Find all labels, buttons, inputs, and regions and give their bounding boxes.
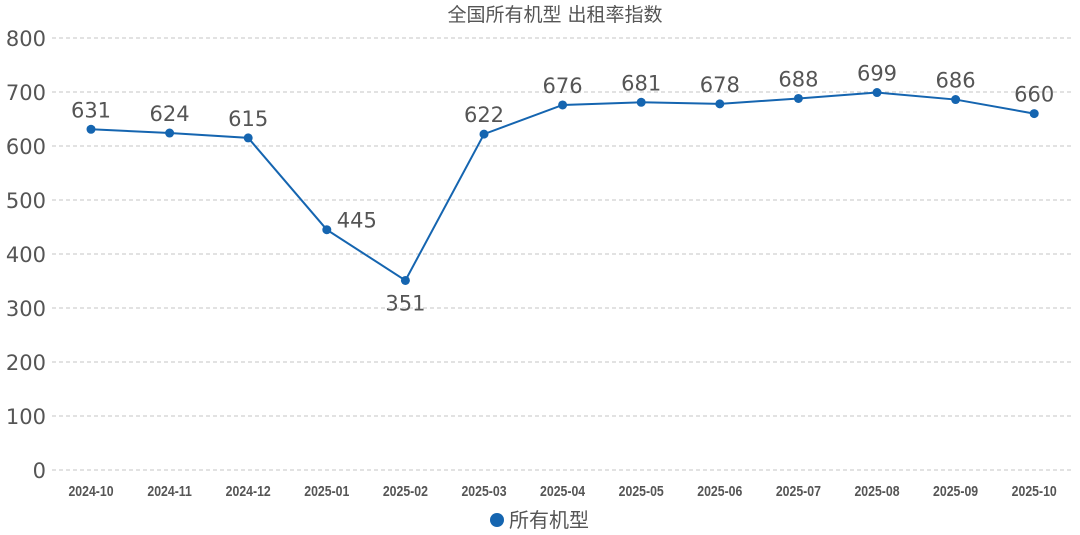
data-point[interactable] — [636, 97, 646, 107]
data-label: 686 — [936, 69, 976, 93]
y-tick-label: 600 — [6, 135, 46, 159]
x-tick-label: 2025-06 — [697, 483, 742, 499]
data-point[interactable] — [793, 93, 803, 103]
data-label: 699 — [857, 62, 897, 86]
data-point[interactable] — [872, 88, 882, 98]
chart-title: 全国所有机型 出租率指数 — [447, 4, 662, 26]
data-label: 688 — [778, 67, 818, 91]
x-tick-label: 2024-11 — [147, 483, 192, 499]
data-label: 622 — [464, 103, 504, 127]
data-label: 631 — [71, 98, 111, 122]
y-tick-label: 0 — [33, 459, 46, 483]
y-tick-label: 800 — [6, 27, 46, 51]
data-label: 660 — [1014, 83, 1054, 107]
y-tick-label: 400 — [6, 243, 46, 267]
y-tick-label: 200 — [6, 351, 46, 375]
data-label: 681 — [621, 71, 661, 95]
data-label: 615 — [228, 107, 268, 131]
x-tick-label: 2025-09 — [933, 483, 978, 499]
x-tick-label: 2025-03 — [461, 483, 506, 499]
x-tick-label: 2025-07 — [776, 483, 821, 499]
y-tick-label: 500 — [6, 189, 46, 213]
data-point[interactable] — [1029, 109, 1039, 119]
data-point[interactable] — [400, 275, 410, 285]
data-point[interactable] — [479, 129, 489, 139]
series: 631 624 615 445 351 622 676 681 678 688 699 686 660 — [71, 62, 1054, 316]
data-label: 445 — [337, 209, 377, 233]
y-axis: 0 100 200 300 400 500 600 700 800 — [6, 27, 46, 483]
data-label: 351 — [385, 291, 425, 315]
x-tick-label: 2025-04 — [540, 483, 585, 499]
legend-marker — [490, 513, 504, 527]
x-tick-label: 2024-12 — [226, 483, 271, 499]
data-point[interactable] — [243, 133, 253, 143]
x-tick-label: 2025-05 — [619, 483, 664, 499]
data-point[interactable] — [951, 95, 961, 105]
data-point[interactable] — [715, 99, 725, 109]
x-tick-label: 2025-10 — [1012, 483, 1057, 499]
data-point[interactable] — [322, 225, 332, 235]
x-axis: 2024-10 2024-11 2024-12 2025-01 2025-02 2025-… — [68, 483, 1057, 499]
x-tick-label: 2025-02 — [383, 483, 428, 499]
data-point[interactable] — [86, 124, 96, 134]
y-tick-label: 300 — [6, 297, 46, 321]
data-label: 676 — [543, 74, 583, 98]
y-tick-label: 100 — [6, 405, 46, 429]
y-tick-label: 700 — [6, 81, 46, 105]
data-point[interactable] — [558, 100, 568, 110]
data-label: 624 — [150, 102, 190, 126]
legend-label: 所有机型 — [509, 508, 589, 532]
x-tick-label: 2025-08 — [854, 483, 899, 499]
data-label: 678 — [700, 73, 740, 97]
x-tick-label: 2024-10 — [68, 483, 113, 499]
x-tick-label: 2025-01 — [304, 483, 349, 499]
data-point[interactable] — [165, 128, 175, 138]
legend[interactable]: 所有机型 — [490, 508, 589, 532]
grid — [52, 37, 1073, 471]
